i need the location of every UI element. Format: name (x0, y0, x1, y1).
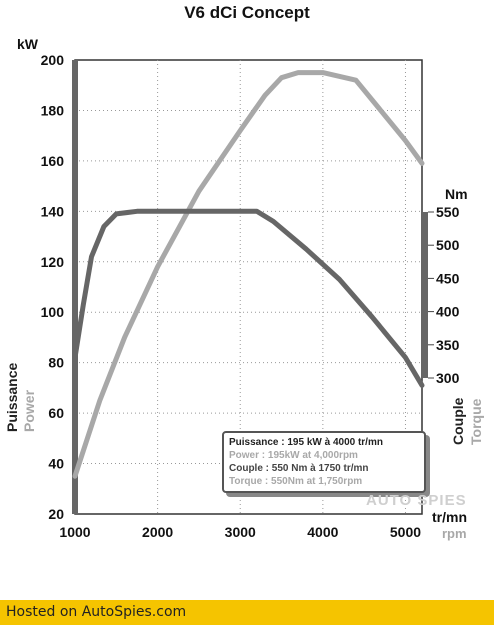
engine-curve-chart: V6 dCi Concept 20 40 60 80 100 120 140 160 180 200… (4, 3, 484, 541)
series-line-torque (72, 208, 425, 388)
y-left-label-alt: Power (21, 389, 37, 432)
y-right-label-alt: Torque (468, 398, 484, 445)
y-left-tick-label: 100 (41, 304, 65, 320)
legend-torque: Torque : 550Nm at 1,750rpm (229, 476, 363, 487)
right-axis-bar (422, 212, 428, 378)
legend-couple: Couple : 550 Nm à 1750 tr/mn (229, 463, 369, 474)
y-right-tick-label: 450 (436, 270, 460, 286)
y-left-tick-label: 120 (41, 254, 65, 270)
watermark-text: AUTO SPIES (366, 492, 467, 509)
y-right-label: Couple (450, 397, 466, 445)
x-unit-alt: rpm (442, 526, 467, 541)
y-right-tick-label: 350 (436, 337, 460, 353)
y-right-tick-label: 500 (436, 237, 460, 253)
y-left-tick-label: 180 (41, 102, 65, 118)
x-tick-label: 3000 (225, 524, 256, 540)
x-tick-label: 1000 (59, 524, 90, 540)
y-left-tick-label: 20 (48, 506, 64, 522)
y-right-tick-label: 300 (436, 370, 460, 386)
x-tick-label: 2000 (142, 524, 173, 540)
y-right-unit: Nm (445, 186, 468, 202)
y-left-tick-label: 40 (48, 456, 64, 472)
y-right-tick-label: 550 (436, 204, 460, 220)
y-left-tick-label: 140 (41, 203, 65, 219)
x-tick-label: 4000 (307, 524, 338, 540)
legend-puissance: Puissance : 195 kW à 4000 tr/mn (229, 437, 383, 448)
x-tick-label: 5000 (390, 524, 421, 540)
y-left-unit: kW (17, 36, 39, 52)
legend-power: Power : 195kW at 4,000rpm (229, 450, 358, 461)
y-left-tick-label: 160 (41, 153, 65, 169)
y-left-tick-label: 200 (41, 52, 65, 68)
x-unit: tr/mn (432, 509, 467, 525)
hosted-footer: Hosted on AutoSpies.com (0, 600, 494, 625)
y-left-tick-label: 80 (48, 355, 64, 371)
y-left-tick-label: 60 (48, 405, 64, 421)
left-axis-bar (72, 60, 78, 514)
y-right-tick-label: 400 (436, 304, 460, 320)
series-line-power (72, 70, 425, 479)
y-left-label: Puissance (4, 363, 20, 432)
chart-title: V6 dCi Concept (184, 3, 310, 22)
chart-legend: Puissance : 195 kW à 4000 tr/mn Power : … (222, 431, 426, 493)
